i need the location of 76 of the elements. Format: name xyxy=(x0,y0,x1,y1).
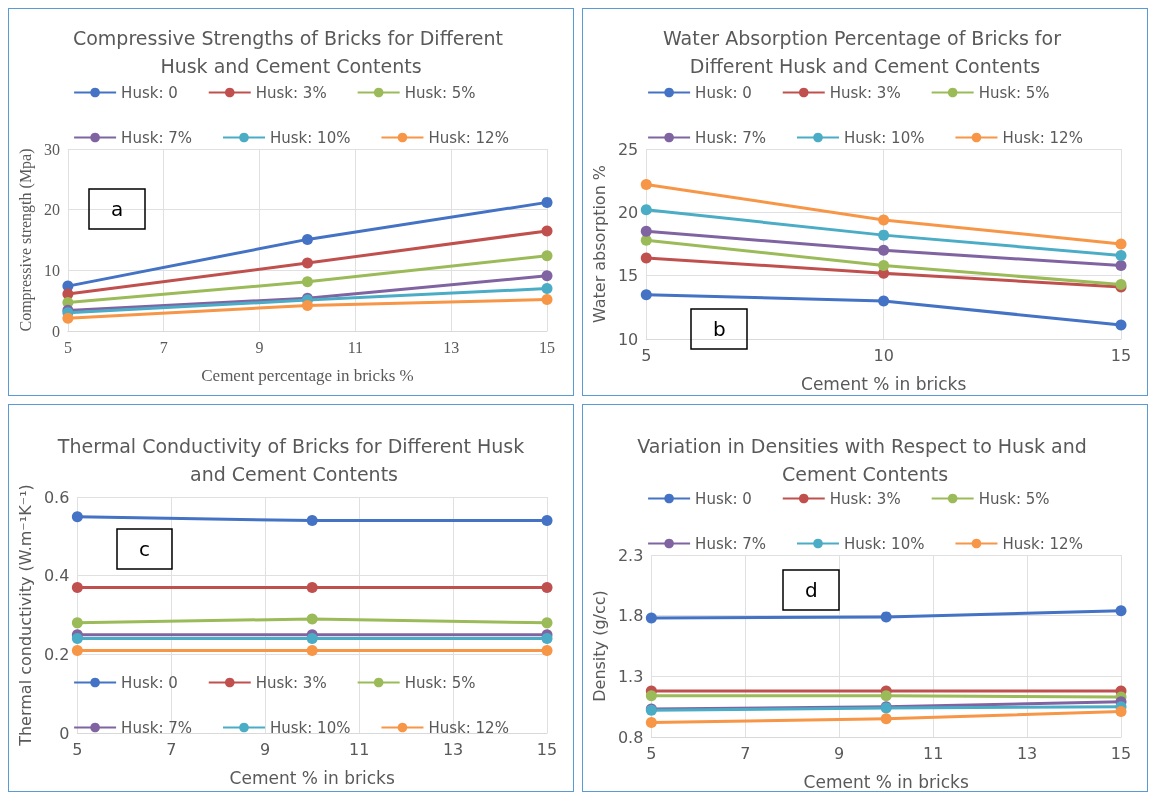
y-tick-label: 20 xyxy=(617,202,639,222)
legend-label: Husk: 3% xyxy=(829,83,901,102)
legend-label: Husk: 10% xyxy=(270,128,351,147)
chart-title: Thermal Conductivity of Bricks for Different Husk and Cement Contents xyxy=(56,435,525,485)
y-tick-label: 20 xyxy=(43,201,60,219)
x-tick-label: 9 xyxy=(834,743,845,763)
legend-label: Husk: 0 xyxy=(695,489,752,508)
x-tick-label: 13 xyxy=(1016,743,1038,763)
y-axis-title: Thermal conductivity (W.m⁻¹K⁻¹) xyxy=(15,484,35,747)
x-tick-label: 11 xyxy=(348,739,370,759)
y-axis-title: Density (g/cc) xyxy=(589,590,609,702)
annotation: c xyxy=(139,537,150,561)
y-tick-label: 25 xyxy=(617,139,639,159)
y-tick-label: 2.3 xyxy=(617,545,644,565)
y-tick-label: 30 xyxy=(43,140,60,158)
x-tick-label: 5 xyxy=(63,338,72,356)
annotation: b xyxy=(713,317,726,341)
legend-label: Husk: 10% xyxy=(844,128,925,147)
legend-label: Husk: 10% xyxy=(270,718,351,737)
legend-label: Husk: 12% xyxy=(1002,128,1083,147)
legend-label: Husk: 12% xyxy=(428,128,509,147)
x-tick-label: 9 xyxy=(255,338,264,356)
x-tick-label: 9 xyxy=(260,739,271,759)
y-tick-label: 0.6 xyxy=(43,487,70,507)
legend-label: Husk: 0 xyxy=(695,83,752,102)
y-axis-title: Water absorption % xyxy=(589,164,609,324)
legend-label: Husk: 3% xyxy=(255,83,327,102)
chart-title: Variation in Densities with Respect to Husk and Cement Contents xyxy=(637,435,1093,485)
x-tick-label: 13 xyxy=(442,739,464,759)
x-axis-title: Cement percentage in bricks % xyxy=(201,366,414,385)
legend-label: Husk: 12% xyxy=(428,718,509,737)
legend-label: Husk: 0 xyxy=(121,83,178,102)
y-tick-label: 0.4 xyxy=(43,566,70,586)
x-tick-label: 5 xyxy=(646,743,657,763)
chart-title: Water Absorption Percentage of Bricks for Different Husk and Cement Contents xyxy=(662,27,1068,77)
legend-label: Husk: 5% xyxy=(404,83,476,102)
legend-label: Husk: 3% xyxy=(829,489,901,508)
legend-label: Husk: 3% xyxy=(255,673,327,692)
y-tick-label: 0.2 xyxy=(43,644,70,664)
x-tick-label: 11 xyxy=(922,743,944,763)
legend-label: Husk: 10% xyxy=(844,534,925,553)
x-tick-label: 7 xyxy=(166,739,177,759)
legend-label: Husk: 5% xyxy=(404,673,476,692)
y-tick-label: 1.3 xyxy=(617,666,644,686)
x-tick-label: 13 xyxy=(443,338,460,356)
legend-label: Husk: 7% xyxy=(121,128,192,147)
x-axis-title: Cement % in bricks xyxy=(803,771,969,792)
y-tick-label: 10 xyxy=(43,261,60,279)
x-axis-title: Cement % in bricks xyxy=(229,767,395,788)
chart-title: Compressive Strengths of Bricks for Different Husk and Cement Contents xyxy=(72,27,510,77)
legend-label: Husk: 5% xyxy=(978,83,1050,102)
legend-label: Husk: 12% xyxy=(1002,534,1083,553)
x-axis-title: Cement % in bricks xyxy=(801,373,967,394)
legend-label: Husk: 7% xyxy=(695,534,766,553)
x-tick-label: 7 xyxy=(740,743,751,763)
legend-label: Husk: 7% xyxy=(695,128,766,147)
x-tick-label: 15 xyxy=(539,338,555,356)
annotation: d xyxy=(805,578,818,602)
y-tick-label: 1.8 xyxy=(617,606,644,626)
legend-label: Husk: 0 xyxy=(121,673,178,692)
legend-label: Husk: 5% xyxy=(978,489,1050,508)
x-tick-label: 5 xyxy=(72,739,83,759)
x-tick-label: 10 xyxy=(873,345,894,365)
legend-label: Husk: 7% xyxy=(121,718,192,737)
x-tick-label: 7 xyxy=(159,338,168,356)
x-tick-label: 11 xyxy=(347,338,364,356)
y-tick-label: 0 xyxy=(59,723,70,743)
x-tick-label: 5 xyxy=(641,345,652,365)
x-tick-label: 15 xyxy=(536,739,558,759)
y-axis-title: Compressive strength (Mpa) xyxy=(16,148,35,332)
annotation: a xyxy=(111,197,124,221)
x-tick-label: 15 xyxy=(1110,345,1132,365)
y-tick-label: 15 xyxy=(617,266,639,286)
y-tick-label: 0 xyxy=(51,322,60,340)
x-tick-label: 15 xyxy=(1110,743,1132,763)
y-tick-label: 0.8 xyxy=(617,727,644,747)
